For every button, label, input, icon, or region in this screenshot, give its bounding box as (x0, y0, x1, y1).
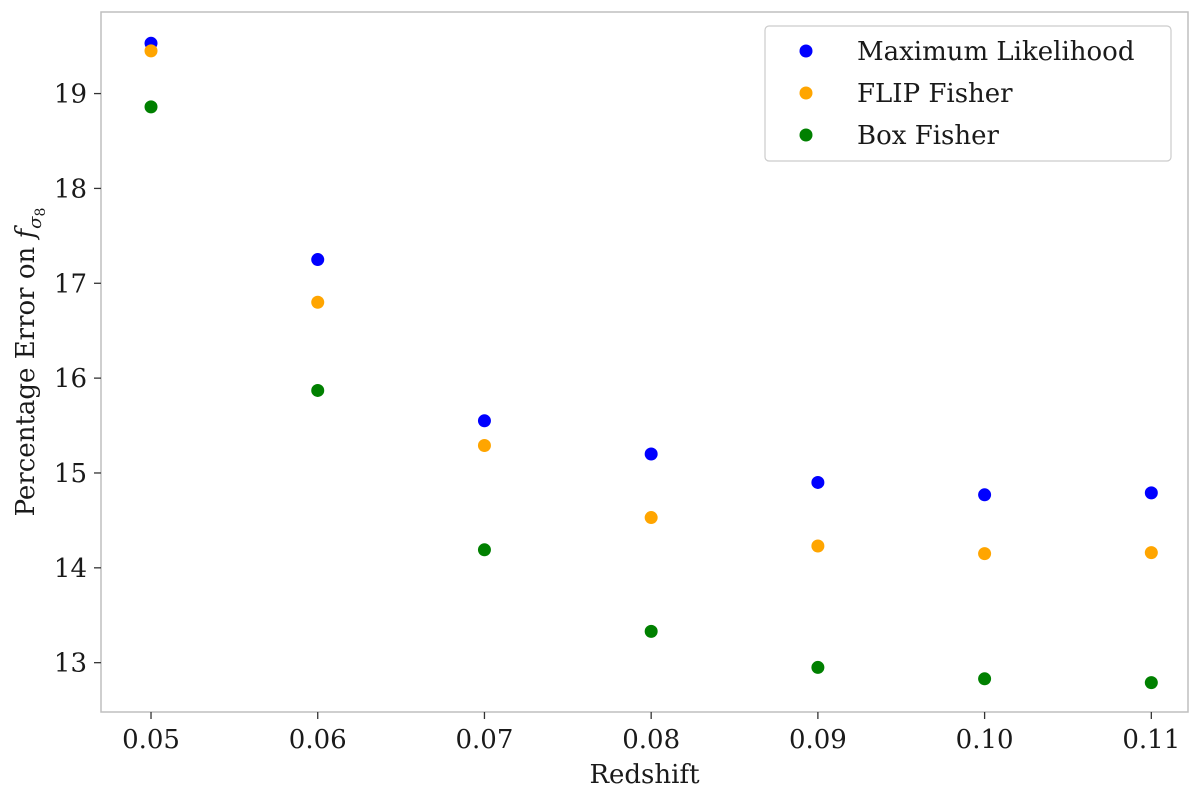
data-point (1144, 676, 1158, 690)
y-tick-label: 19 (54, 80, 87, 110)
y-tick-label: 15 (54, 459, 87, 489)
y-axis-label-subscript: σ (25, 216, 46, 229)
data-point (311, 253, 325, 267)
legend-marker (799, 128, 813, 142)
y-tick-label: 13 (54, 649, 87, 679)
data-point (644, 447, 658, 461)
data-point (978, 547, 992, 561)
legend-label: Maximum Likelihood (857, 37, 1134, 67)
x-tick-label: 0.08 (622, 725, 680, 755)
legend-label: FLIP Fisher (857, 79, 1013, 109)
data-point (811, 539, 825, 553)
legend-label: Box Fisher (857, 121, 1000, 151)
y-tick-label: 14 (54, 554, 87, 584)
x-tick-label: 0.05 (122, 725, 180, 755)
data-point (811, 475, 825, 489)
data-point (311, 295, 325, 309)
x-tick-label: 0.07 (456, 725, 514, 755)
legend: Maximum Likelihood FLIP Fisher Box Fisher (764, 25, 1172, 162)
legend-marker (799, 86, 813, 100)
x-tick-label: 0.11 (1122, 725, 1180, 755)
y-tick-label: 16 (54, 364, 87, 394)
y-axis-label-subsubscript: 8 (33, 208, 49, 217)
y-axis-label: Percentage Error on fσ8 (11, 208, 49, 517)
data-point (477, 543, 491, 557)
data-point (477, 438, 491, 452)
data-point (477, 414, 491, 428)
y-axis-label-text: Percentage Error on (11, 238, 41, 516)
data-point (811, 660, 825, 674)
data-point (644, 624, 658, 638)
y-tick-label: 17 (54, 269, 87, 299)
x-tick-label: 0.09 (789, 725, 847, 755)
legend-box (764, 25, 1172, 162)
data-point (1144, 546, 1158, 560)
data-point (311, 383, 325, 397)
data-point (1144, 486, 1158, 500)
plot-frame (100, 11, 1189, 713)
data-point (978, 488, 992, 502)
x-axis-ticks: 0.05 0.06 0.07 0.08 0.09 0.10 0.11 (122, 712, 1180, 755)
x-tick-label: 0.10 (956, 725, 1014, 755)
x-axis-label: Redshift (589, 760, 700, 790)
data-point (144, 100, 158, 114)
y-tick-label: 18 (54, 174, 87, 204)
legend-items: Maximum Likelihood FLIP Fisher Box Fisher (799, 37, 1134, 151)
y-axis-ticks: 13 14 15 16 17 18 19 (54, 80, 101, 679)
x-tick-label: 0.06 (289, 725, 347, 755)
data-point (144, 44, 158, 58)
data-point (978, 672, 992, 686)
series-2-points (144, 44, 1158, 561)
legend-marker (799, 44, 813, 58)
series-3-points (144, 100, 1158, 690)
data-point (644, 511, 658, 525)
data-points (144, 36, 1158, 690)
